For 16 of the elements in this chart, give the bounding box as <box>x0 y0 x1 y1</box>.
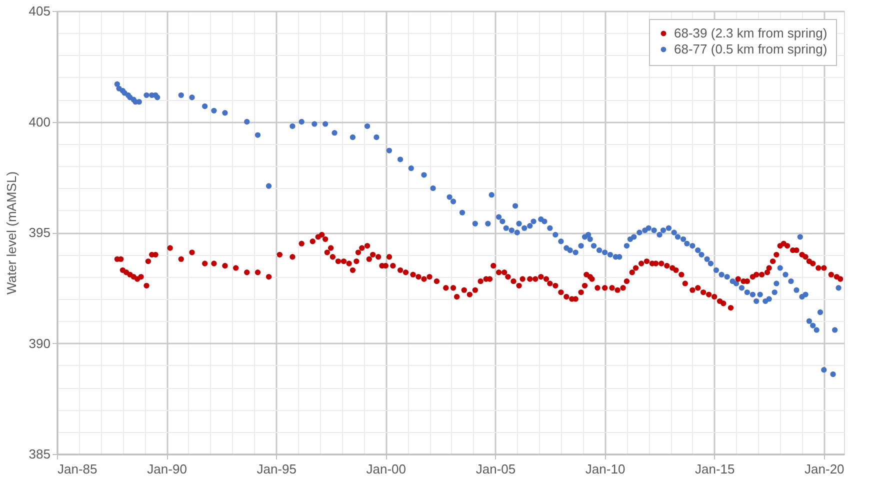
x-tick-label: Jan-05 <box>476 462 516 476</box>
x-tick-label: Jan-90 <box>147 462 187 476</box>
y-tick-label: 385 <box>28 446 50 462</box>
y-tick-label: 395 <box>28 225 50 240</box>
x-tick-label: Jan-15 <box>694 462 735 476</box>
legend-label: 68-77 (0.5 km from spring) <box>674 42 828 56</box>
y-tick-label: 400 <box>28 114 50 130</box>
y-tick-label: 390 <box>28 336 50 351</box>
x-tick-label: Jan-20 <box>804 462 844 476</box>
x-tick-label: Jan-10 <box>585 462 626 476</box>
y-tick-label: 405 <box>28 4 50 18</box>
y-axis-title: Water level (mAMSL) <box>4 171 19 295</box>
x-tick-label: Jan-85 <box>58 462 98 476</box>
x-tick-label: Jan-00 <box>366 462 406 476</box>
x-tick-label: Jan-95 <box>256 462 296 476</box>
legend-label: 68-39 (2.3 km from spring) <box>674 26 828 40</box>
